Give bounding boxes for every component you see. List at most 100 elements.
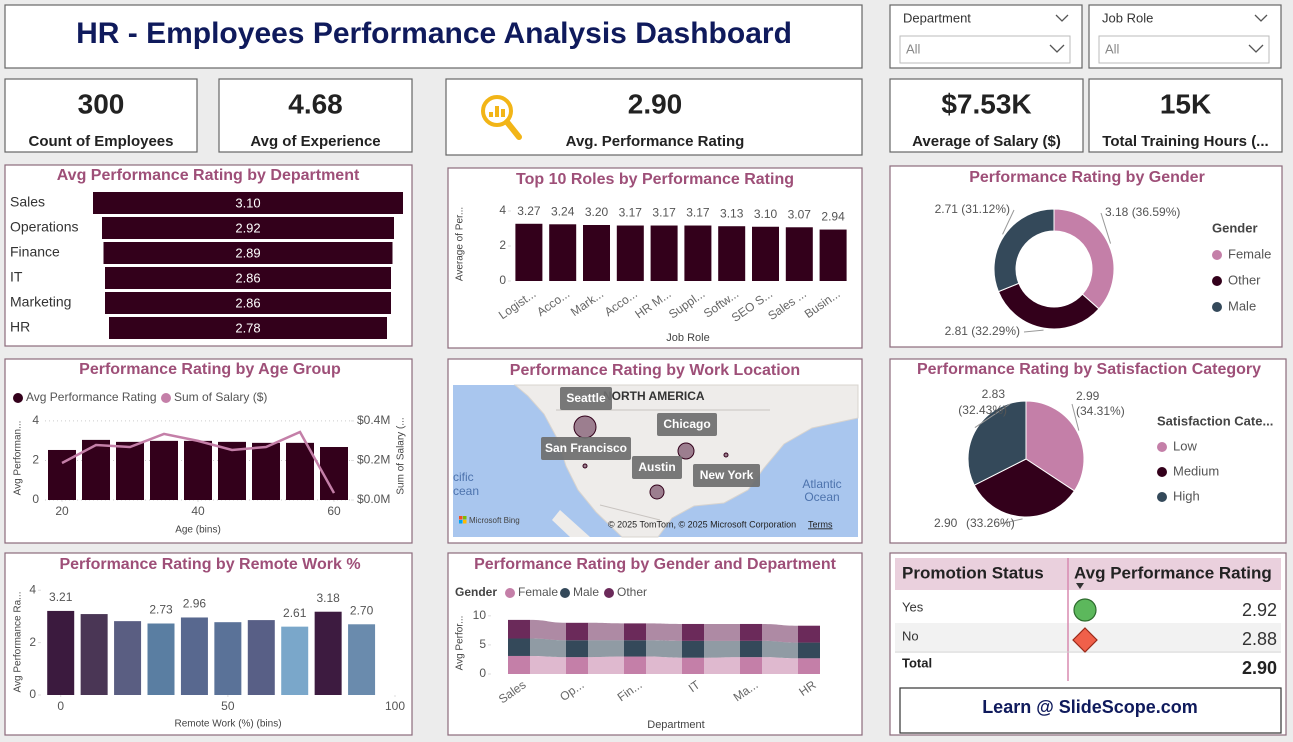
bar — [184, 440, 212, 500]
panel — [218, 78, 413, 153]
kpi-icon — [495, 106, 499, 117]
kpi-icon — [489, 112, 493, 117]
bar — [281, 626, 309, 695]
location-bubble[interactable] — [582, 463, 588, 469]
line — [61, 430, 336, 494]
bar — [348, 624, 376, 695]
panel — [889, 78, 1084, 153]
bar — [80, 614, 108, 695]
x-axis-label: Remote Work (%) (bins) — [174, 719, 281, 730]
ribbon-segment — [682, 623, 704, 641]
bar — [752, 226, 779, 281]
sort-arrow[interactable] — [1076, 583, 1084, 589]
bing-logo — [463, 520, 467, 524]
value-label: 3.27 — [517, 204, 541, 218]
legend-swatch — [1212, 302, 1222, 312]
chart-title: Top 10 Roles by Performance Rating — [516, 171, 794, 188]
chevron[interactable] — [1254, 14, 1268, 22]
value-label: 2.61 — [283, 606, 307, 620]
ribbon-segment — [624, 640, 646, 657]
location-label: Chicago — [663, 417, 710, 431]
bar — [583, 225, 610, 281]
kpi-value: 15K — [1160, 88, 1211, 119]
y-tick-label: 4 — [29, 582, 36, 596]
x-tick-label: 100 — [385, 699, 405, 713]
chart-title: Performance Rating by Gender and Departm… — [474, 556, 837, 573]
table-cell: 2.92 — [1242, 600, 1277, 620]
y-tick-label: 2 — [499, 238, 506, 252]
panel — [4, 4, 863, 69]
dashboard-title: HR - Employees Performance Analysis Dash… — [76, 17, 792, 50]
footer-box[interactable] — [899, 687, 1282, 734]
value-label: 2.89 — [235, 245, 260, 260]
legend-swatch — [604, 588, 614, 598]
category-label: Marketing — [10, 294, 71, 310]
kpi-icon — [504, 119, 522, 140]
value-label: 3.17 — [619, 206, 643, 220]
map-logo: Microsoft Bing — [469, 516, 520, 525]
x-axis-label: Department — [647, 719, 704, 731]
value-label: 2.90 — [934, 516, 958, 530]
chevron[interactable] — [1049, 44, 1065, 53]
category-label: Finance — [10, 244, 60, 260]
kpi-label: Total Training Hours (... — [1102, 133, 1268, 150]
ribbon — [588, 622, 624, 641]
ribbon-segment — [624, 656, 646, 674]
value-label: 2.96 — [183, 597, 207, 611]
location-bubble[interactable] — [723, 452, 729, 458]
x-axis-label: Job Role — [666, 332, 709, 344]
status-icon — [1073, 598, 1097, 622]
ribbon — [530, 638, 566, 658]
x-axis-label: Age (bins) — [175, 525, 221, 536]
ribbon-segment — [508, 619, 530, 639]
location-label: Seattle — [566, 391, 606, 405]
chart-title: Performance Rating by Satisfaction Categ… — [917, 361, 1261, 378]
y-tick-label: 4 — [32, 413, 39, 427]
leader-line — [1023, 329, 1044, 333]
bar — [819, 229, 847, 281]
bar — [549, 224, 577, 281]
value-label: 3.07 — [788, 207, 812, 221]
location-bubble[interactable] — [649, 484, 665, 500]
slicer-box[interactable] — [1098, 35, 1270, 64]
ribbon-segment — [624, 623, 646, 641]
ribbon-segment — [740, 640, 762, 658]
bar — [515, 223, 543, 281]
chevron[interactable] — [1248, 44, 1264, 53]
table-header — [895, 558, 1281, 590]
x-tick-label: 60 — [327, 504, 341, 518]
bar — [684, 225, 712, 281]
ribbon-segment — [740, 623, 762, 641]
ribbon-segment — [740, 657, 762, 674]
legend-title: Gender — [455, 585, 497, 599]
bar — [47, 610, 75, 695]
ribbon-segment — [508, 638, 530, 656]
ribbon — [646, 640, 682, 658]
ribbon — [646, 623, 682, 641]
ribbon — [762, 623, 798, 643]
location-tag — [693, 464, 760, 487]
chevron[interactable] — [1055, 14, 1069, 22]
bar — [114, 621, 142, 695]
y-axis-label: Avg Performance Ra... — [13, 592, 24, 693]
funnel-bar — [105, 267, 391, 289]
table-cell: No — [902, 628, 919, 643]
value-label: 3.18 — [316, 591, 340, 605]
bing-logo — [459, 516, 463, 520]
bar — [116, 441, 144, 500]
value-label: 3.24 — [551, 204, 575, 218]
location-bubble[interactable] — [573, 415, 597, 439]
map-attribution: © 2025 TomTom, © 2025 Microsoft Corporat… — [608, 519, 796, 529]
ribbon — [530, 619, 566, 641]
kpi-icon — [481, 95, 513, 127]
location-bubble[interactable] — [677, 442, 695, 460]
panel — [4, 78, 198, 153]
legend-swatch — [1157, 442, 1167, 452]
bar — [785, 227, 813, 281]
kpi-value: $7.53K — [941, 88, 1031, 119]
column-header: Avg Performance Rating — [1074, 563, 1272, 582]
chart-title: Performance Rating by Work Location — [510, 362, 800, 379]
slicer-box[interactable] — [899, 35, 1071, 64]
ribbon-segment — [798, 625, 820, 643]
